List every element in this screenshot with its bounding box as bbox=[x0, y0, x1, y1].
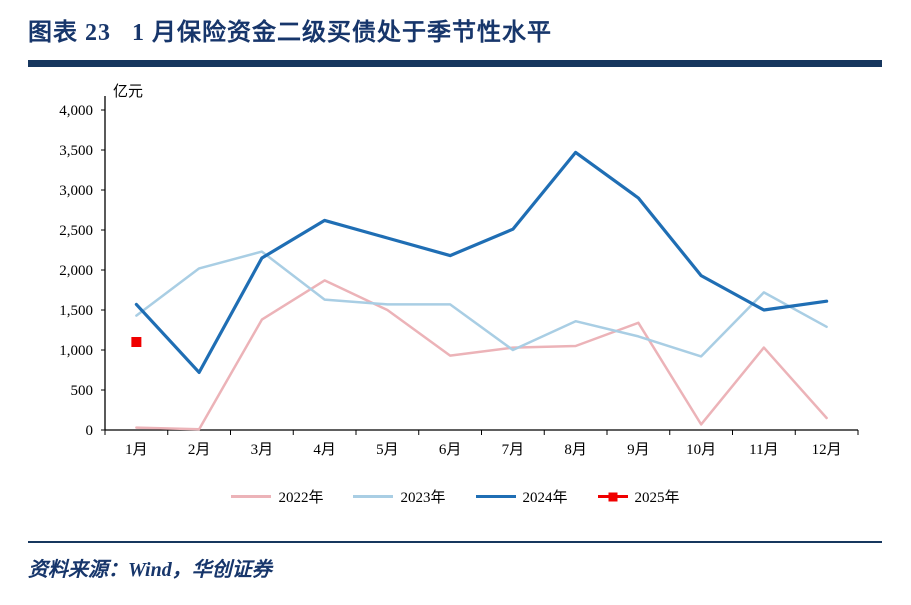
chart-legend: 2022年 2023年 2024年 2025年 bbox=[0, 486, 911, 507]
x-tick-label: 6月 bbox=[439, 442, 462, 458]
legend-swatch-2022年 bbox=[231, 495, 272, 498]
data-point-2025年 bbox=[131, 337, 142, 347]
y-tick-label: 4,000 bbox=[59, 103, 93, 119]
y-tick-label: 1,000 bbox=[59, 343, 93, 359]
y-tick-label: 2,500 bbox=[59, 223, 93, 239]
legend-item-2023年: 2023年 bbox=[353, 486, 446, 507]
legend-swatch-2025年 bbox=[597, 492, 628, 501]
x-tick-label: 5月 bbox=[376, 442, 399, 458]
legend-square-marker bbox=[608, 492, 618, 501]
legend-item-2024年: 2024年 bbox=[475, 486, 568, 507]
x-tick-label: 4月 bbox=[313, 442, 336, 458]
legend-label-2023年: 2023年 bbox=[400, 490, 446, 506]
x-tick-label: 9月 bbox=[627, 442, 650, 458]
x-tick-label: 1月 bbox=[125, 442, 148, 458]
chart-title: 图表 23 1 月保险资金二级买债处于季节性水平 bbox=[28, 20, 552, 46]
legend-item-2025年: 2025年 bbox=[597, 486, 680, 507]
y-tick-label: 0 bbox=[86, 423, 94, 439]
footer-rule bbox=[28, 541, 882, 543]
legend-item-2022年: 2022年 bbox=[231, 486, 323, 507]
y-tick-label: 2,000 bbox=[59, 263, 93, 279]
series-line-2023年 bbox=[135, 250, 828, 358]
x-tick-label: 7月 bbox=[502, 442, 525, 458]
legend-swatch-2023年 bbox=[353, 495, 394, 498]
source-text: 资料来源：Wind，华创证券 bbox=[28, 559, 272, 581]
unit-label: 亿元 bbox=[113, 83, 143, 100]
legend-label-2025年: 2025年 bbox=[634, 490, 680, 506]
legend-label-2024年: 2024年 bbox=[522, 490, 568, 506]
x-tick-label: 10月 bbox=[686, 442, 716, 458]
x-tick-label: 8月 bbox=[564, 442, 587, 458]
y-tick-label: 500 bbox=[71, 383, 94, 399]
x-tick-label: 11月 bbox=[749, 442, 778, 458]
x-tick-label: 2月 bbox=[188, 442, 211, 458]
y-tick-label: 3,000 bbox=[59, 183, 93, 199]
y-tick-label: 1,500 bbox=[59, 303, 93, 319]
legend-swatch-2024年 bbox=[475, 494, 516, 499]
series-line-2024年 bbox=[134, 150, 829, 374]
line-chart: 0 500 1,000 1,500 2,000 2,500 3,000 3,500 4,000 1… bbox=[59, 83, 859, 458]
title-rule bbox=[28, 60, 882, 67]
y-tick-label: 3,500 bbox=[59, 143, 93, 159]
series-line-2022年 bbox=[135, 279, 828, 431]
x-tick-label: 12月 bbox=[812, 442, 842, 458]
x-tick-label: 3月 bbox=[251, 442, 274, 458]
legend-label-2022年: 2022年 bbox=[278, 490, 324, 506]
